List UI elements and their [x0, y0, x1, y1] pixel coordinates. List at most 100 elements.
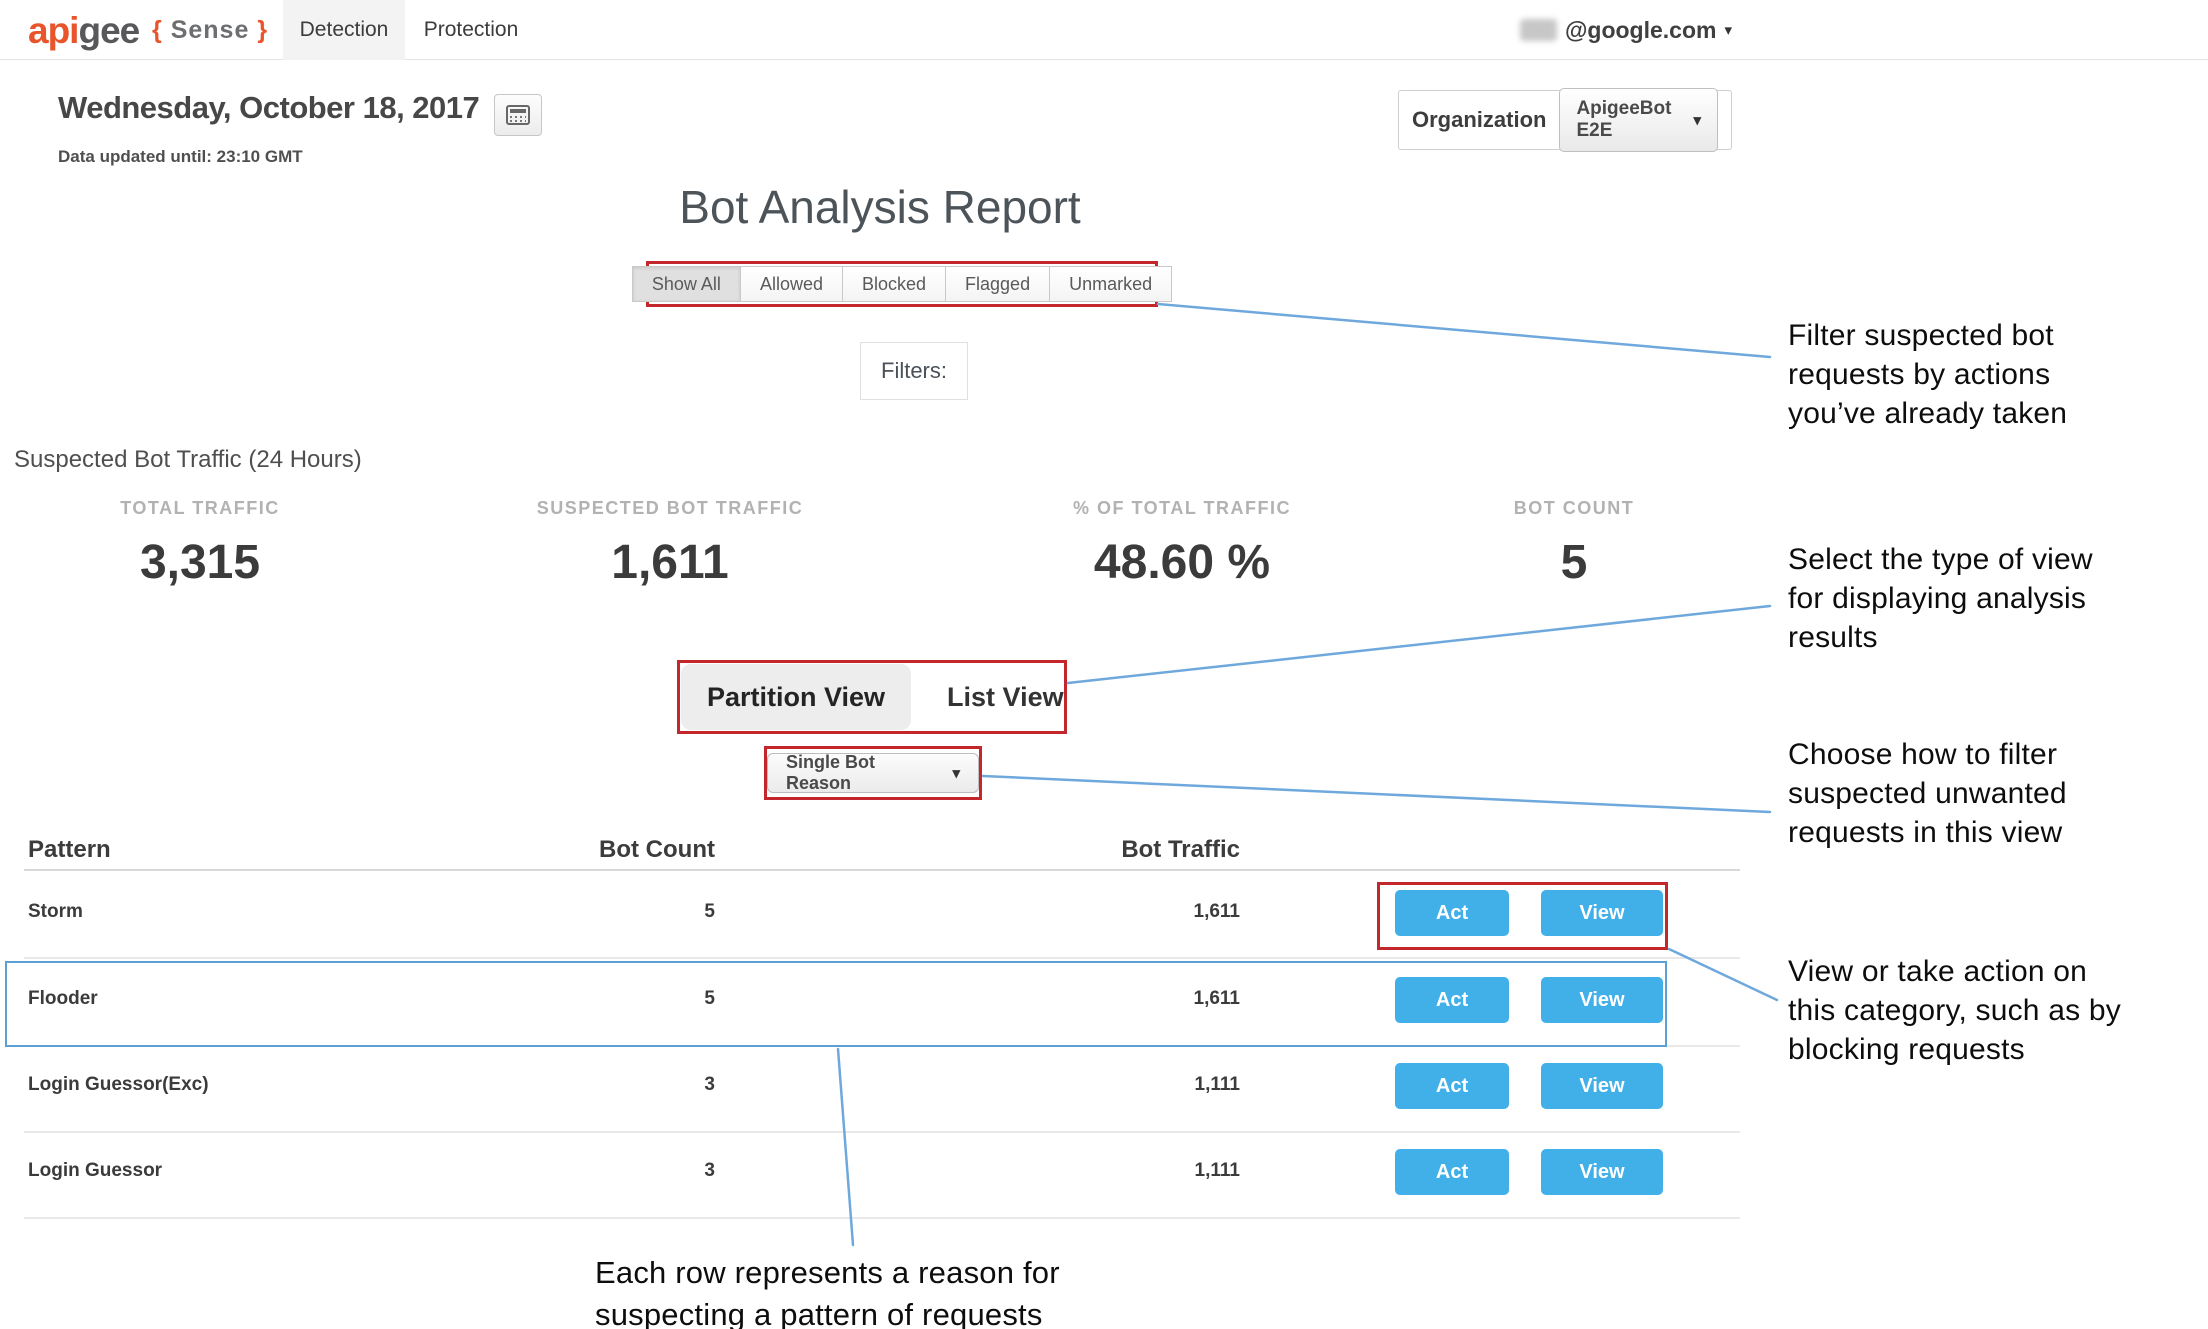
view-button[interactable]: View — [1541, 977, 1663, 1023]
bot-reason-dropdown[interactable]: Single Bot Reason ▾ — [767, 752, 979, 793]
action-filter-group: Show All Allowed Blocked Flagged Unmarke… — [631, 266, 1173, 302]
pattern-cell: Storm — [28, 901, 83, 922]
annotation-line: Choose how to filter — [1788, 738, 2058, 771]
report-date: Wednesday, October 18, 2017 — [58, 90, 480, 125]
pattern-cell: Flooder — [28, 988, 98, 1009]
row-divider — [24, 1131, 1740, 1133]
annotation-line: Filter suspected bot — [1788, 319, 2054, 352]
filter-show-all-button[interactable]: Show All — [631, 266, 741, 302]
annotation-line: Select the type of view — [1788, 543, 2093, 576]
pattern-cell: Login Guessor — [28, 1160, 163, 1181]
column-header-bot-count: Bot Count — [599, 836, 715, 863]
view-button[interactable]: View — [1541, 1063, 1663, 1109]
stat-value: 5 — [1560, 536, 1588, 589]
annotation-line: results — [1788, 621, 1878, 654]
filter-allowed-button[interactable]: Allowed — [739, 266, 843, 302]
annotation-line: Each row represents a reason for — [595, 1255, 1060, 1290]
calendar-icon — [506, 105, 530, 125]
annotation-box-act-view-buttons — [1377, 882, 1668, 950]
sense-brace-close: } — [257, 16, 269, 44]
stat-label: TOTAL TRAFFIC — [120, 498, 280, 518]
table-header-divider — [24, 869, 1740, 871]
page-title: Bot Analysis Report — [679, 181, 1081, 233]
chevron-down-icon: ▾ — [952, 765, 960, 782]
stat-value: 48.60 % — [1093, 536, 1271, 589]
stat-total-traffic: TOTAL TRAFFIC 3,315 — [0, 498, 410, 590]
stat-percent-total-traffic: % OF TOTAL TRAFFIC 48.60 % — [972, 498, 1392, 590]
sense-brace-open: { — [152, 16, 163, 44]
list-view-tab[interactable]: List View — [947, 681, 1064, 712]
stat-value: 3,315 — [139, 536, 261, 589]
annotation-line: blocking requests — [1788, 1033, 2025, 1066]
annotation-reason-filter: Choose how to filter suspected unwanted … — [1788, 735, 2067, 852]
row-divider — [24, 1217, 1740, 1219]
bot-traffic-cell: 1,111 — [1194, 1160, 1240, 1181]
organization-value: ApigeeBot E2E — [1576, 98, 1672, 141]
annotation-line: suspecting a pattern of requests — [595, 1297, 1043, 1329]
annotation-line: requests by actions — [1788, 358, 2051, 391]
annotation-line: this category, such as by — [1788, 994, 2121, 1027]
bot-traffic-cell: 1,611 — [1193, 988, 1241, 1009]
organization-dropdown[interactable]: ApigeeBot E2E ▾ — [1559, 88, 1718, 152]
pattern-cell: Login Guessor(Exc) — [28, 1074, 209, 1095]
top-navbar: apigee { Sense } Detection Protection @g… — [0, 0, 2208, 60]
stat-label: BOT COUNT — [1513, 498, 1635, 518]
date-picker-button[interactable] — [494, 94, 542, 136]
annotation-take-action: View or take action on this category, su… — [1788, 952, 2121, 1069]
annotation-line: you’ve already taken — [1788, 397, 2068, 430]
sense-logo: { Sense } — [152, 16, 268, 45]
annotation-line: View or take action on — [1788, 955, 2088, 988]
bot-count-cell: 3 — [704, 1160, 715, 1181]
filter-unmarked-button[interactable]: Unmarked — [1049, 266, 1173, 302]
annotation-line: requests in this view — [1788, 816, 2063, 849]
apigee-logo: apigee — [28, 10, 140, 52]
annotation-view-type: Select the type of view for displaying a… — [1788, 540, 2093, 657]
act-button[interactable]: Act — [1395, 977, 1509, 1023]
filters-box[interactable]: Filters: — [860, 342, 968, 400]
bot-count-cell: 3 — [704, 1074, 715, 1095]
organization-label: Organization — [1412, 107, 1547, 132]
stat-label: SUSPECTED BOT TRAFFIC — [536, 498, 804, 518]
tab-protection[interactable]: Protection — [423, 18, 519, 41]
filter-flagged-button[interactable]: Flagged — [945, 266, 1051, 302]
bot-traffic-cell: 1,611 — [1193, 901, 1241, 922]
act-button[interactable]: Act — [1395, 1149, 1509, 1195]
column-header-pattern: Pattern — [28, 836, 111, 863]
sense-text: Sense — [170, 16, 250, 44]
bot-reason-value: Single Bot Reason — [786, 752, 875, 793]
act-button[interactable]: Act — [1395, 890, 1509, 936]
logo-gee-text: gee — [78, 10, 140, 51]
view-button[interactable]: View — [1541, 1149, 1663, 1195]
annotation-row-meaning: Each row represents a reason for suspect… — [595, 1252, 1060, 1329]
annotation-box-flooder-row — [5, 961, 1667, 1047]
logo-api-text: api — [28, 10, 79, 51]
annotation-filter-actions: Filter suspected bot requests by actions… — [1788, 316, 2067, 433]
redacted-username — [1520, 19, 1557, 41]
annotation-box-filter-tabs: Show All Allowed Blocked Flagged Unmarke… — [631, 261, 1173, 307]
stat-label: % OF TOTAL TRAFFIC — [1073, 498, 1291, 518]
annotation-box-view-toggle: Partition View List View — [677, 660, 1067, 734]
stat-value: 1,611 — [611, 536, 729, 589]
annotation-box-reason-dropdown: Single Bot Reason ▾ — [764, 746, 982, 800]
act-button[interactable]: Act — [1395, 1063, 1509, 1109]
chevron-down-icon: ▾ — [1724, 22, 1732, 39]
section-title: Suspected Bot Traffic (24 Hours) — [14, 446, 362, 473]
bot-count-cell: 5 — [704, 988, 715, 1009]
stat-suspected-bot-traffic: SUSPECTED BOT TRAFFIC 1,611 — [460, 498, 880, 590]
annotation-line: for displaying analysis — [1788, 582, 2087, 615]
bot-count-cell: 5 — [704, 901, 715, 922]
chevron-down-icon: ▾ — [1693, 112, 1701, 129]
stat-bot-count: BOT COUNT 5 — [1364, 498, 1784, 590]
data-updated-label: Data updated until: 23:10 GMT — [58, 147, 303, 166]
view-button[interactable]: View — [1541, 890, 1663, 936]
tab-detection[interactable]: Detection — [283, 0, 405, 60]
column-header-bot-traffic: Bot Traffic — [1121, 836, 1240, 863]
partition-view-tab[interactable]: Partition View — [681, 664, 912, 730]
user-email: @google.com — [1564, 16, 1717, 43]
row-divider — [24, 957, 1740, 959]
organization-selector: Organization ApigeeBot E2E ▾ — [1398, 88, 1732, 152]
bot-traffic-cell: 1,111 — [1194, 1074, 1240, 1095]
filter-blocked-button[interactable]: Blocked — [841, 266, 947, 302]
user-account-menu[interactable]: @google.com ▾ — [1520, 0, 1732, 60]
